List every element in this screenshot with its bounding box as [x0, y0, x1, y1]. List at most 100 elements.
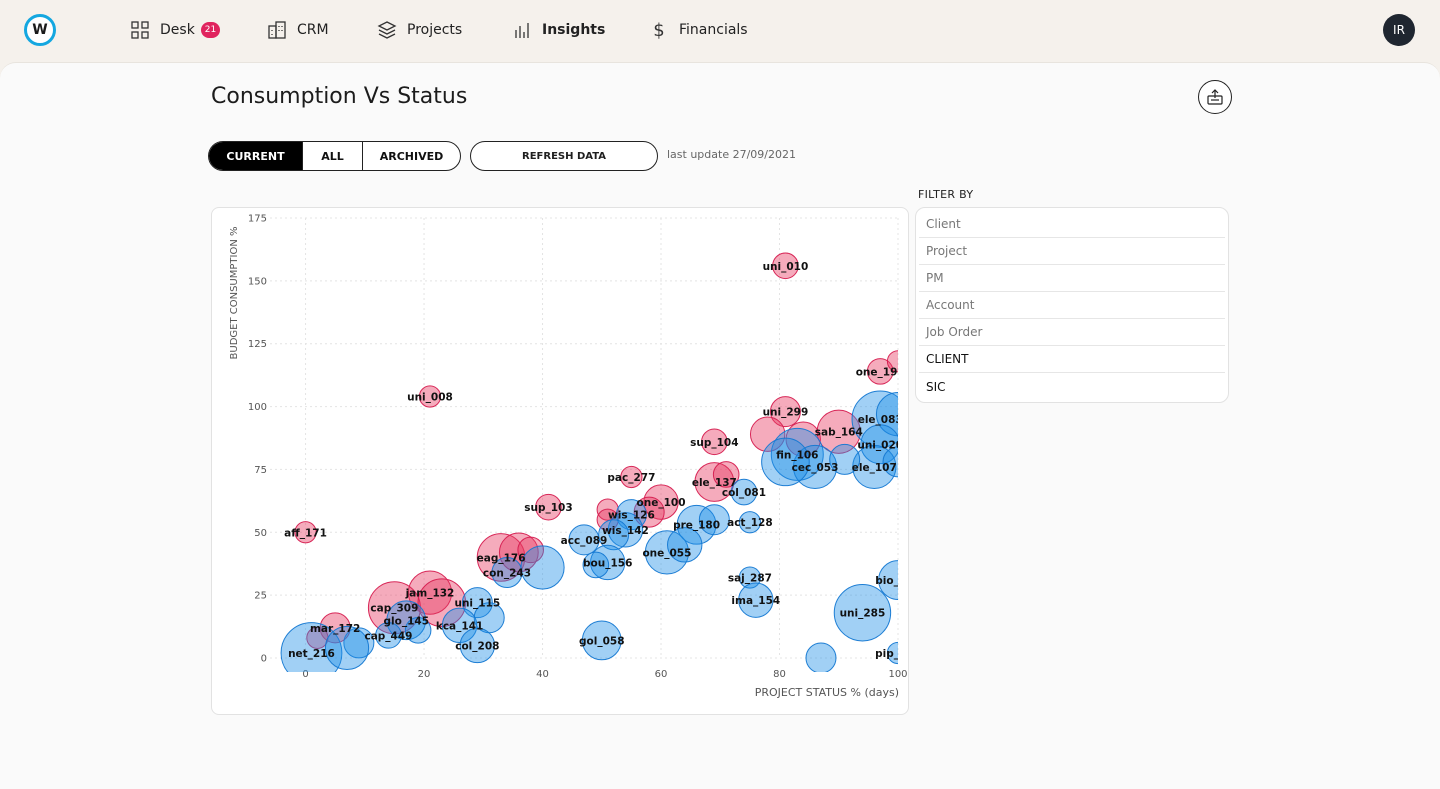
bubble-red-sab_164[interactable]: [816, 409, 861, 454]
bubble-label: acc_089: [561, 535, 608, 547]
bubble-label: pip_416: [875, 648, 909, 660]
nav-label-desk: Desk: [160, 22, 195, 38]
nav-item-desk[interactable]: Desk 21: [130, 18, 221, 42]
filter-client-group[interactable]: CLIENT: [919, 346, 1225, 373]
app-logo[interactable]: W: [24, 14, 56, 46]
bubble-blue-wis_142[interactable]: [607, 512, 644, 548]
bubble-blue-acc_089[interactable]: [568, 524, 600, 556]
bubble-blue[interactable]: [582, 551, 610, 579]
bubble-label: bio_174: [875, 575, 909, 587]
bubble-red-eag_176[interactable]: [476, 533, 526, 582]
bubble-blue-bou_156[interactable]: [589, 544, 626, 581]
y-axis-label: BUDGET CONSUMPTION %: [229, 227, 240, 360]
bubble-label: net_216: [288, 648, 335, 660]
chart-bubble-labels: uni_010 one_199 uni_008 uni_299 sup_104 sab_1…: [284, 261, 909, 660]
bubble-red[interactable]: [633, 496, 665, 528]
bubble-blue[interactable]: [882, 446, 909, 478]
bubble-blue-one_055[interactable]: [644, 530, 690, 575]
bubble-blue-ima_154[interactable]: [738, 582, 774, 618]
top-navigation: W Desk 21 CRM Projects Insights $ Financ…: [0, 0, 1440, 60]
bubble-label: eag_176: [477, 552, 526, 564]
bubble-label: sab_164: [815, 427, 863, 439]
chart-bubbles: [280, 252, 909, 684]
export-icon: [1207, 89, 1223, 105]
bubble-red[interactable]: [886, 350, 908, 373]
bubble-label: sup_104: [690, 437, 738, 449]
bubble-red-uni_299[interactable]: [769, 396, 801, 428]
segment-all[interactable]: ALL: [303, 142, 363, 170]
filter-project[interactable]: Project: [919, 238, 1225, 265]
bubble-red-one_199[interactable]: [866, 358, 894, 385]
bubble-red-uni_008[interactable]: [418, 385, 442, 408]
x-tick-label: 100: [888, 669, 907, 680]
bubble-red-uni_010[interactable]: [772, 252, 799, 280]
x-tick-label: 20: [418, 669, 431, 680]
bubble-blue-cap_449[interactable]: [375, 622, 402, 649]
bubble-blue-uni_285[interactable]: [833, 584, 892, 642]
filter-client[interactable]: Client: [919, 211, 1225, 238]
bubble-blue-pre_180[interactable]: [676, 504, 717, 545]
y-tick-label: 25: [254, 591, 267, 602]
bubble-blue-bio_174[interactable]: [878, 560, 909, 600]
bubble-blue-uni_020[interactable]: [860, 424, 900, 465]
refresh-data-button[interactable]: REFRESH DATA: [470, 141, 658, 171]
bubble-label: cap_449: [364, 630, 412, 642]
bubble-blue[interactable]: [698, 504, 730, 536]
bubble-blue[interactable]: [324, 625, 370, 671]
bubble-blue-act_128[interactable]: [738, 511, 761, 534]
filter-pm[interactable]: PM: [919, 265, 1225, 292]
nav-item-insights[interactable]: Insights: [512, 18, 605, 42]
bubble-red-jam_132[interactable]: [407, 570, 453, 615]
bubble-blue[interactable]: [805, 642, 837, 673]
filter-sic[interactable]: SIC: [926, 379, 946, 394]
x-tick-label: 40: [536, 669, 549, 680]
bubble-blue[interactable]: [404, 617, 432, 644]
scatter-chart[interactable]: 0 25 50 75 100 125 150 175 0 20 40 60 80 100 uni_010o…: [212, 208, 909, 715]
last-update-text: last update 27/09/2021: [667, 148, 796, 161]
bubble-red[interactable]: [712, 461, 740, 488]
nav-item-projects[interactable]: Projects: [377, 18, 462, 42]
bubble-red-ele_137[interactable]: [694, 462, 735, 502]
segment-archived[interactable]: ARCHIVED: [379, 149, 444, 163]
page-title: Consumption Vs Status: [211, 84, 468, 109]
bubble-red-aff_171[interactable]: [294, 521, 317, 544]
bubble-label: ima_154: [731, 595, 780, 607]
bubble-blue-kca_141[interactable]: [441, 607, 478, 644]
bubble-red-pac_277[interactable]: [620, 465, 643, 489]
bubble-blue-con_243[interactable]: [491, 557, 523, 589]
bubble-red[interactable]: [749, 416, 786, 452]
bubble-blue-cec_053[interactable]: [792, 444, 838, 490]
bubble-blue[interactable]: [761, 437, 810, 487]
bubble-blue-ele_107[interactable]: [852, 444, 897, 490]
bubble-blue-col_208[interactable]: [459, 627, 496, 664]
bubble-label: jam_132: [405, 588, 455, 600]
bubble-blue[interactable]: [343, 627, 375, 659]
bubble-blue[interactable]: [829, 443, 861, 475]
nav-item-crm[interactable]: CRM: [267, 18, 329, 42]
segment-current[interactable]: CURRENT: [209, 142, 303, 170]
filter-account[interactable]: Account: [919, 292, 1225, 319]
bubble-blue-col_081[interactable]: [730, 478, 758, 506]
bubble-red[interactable]: [596, 498, 619, 521]
bubble-blue-pip_416[interactable]: [886, 641, 908, 665]
bubble-red-one_100[interactable]: [643, 484, 679, 520]
bubble-red[interactable]: [417, 578, 467, 627]
bubble-red-sup_104[interactable]: [701, 428, 728, 456]
filter-panel: Client Project PM Account Job Order CLIE…: [915, 207, 1229, 403]
user-avatar[interactable]: IR: [1383, 14, 1415, 46]
filter-job-order[interactable]: Job Order: [919, 319, 1225, 346]
bubble-red-sup_103[interactable]: [535, 493, 562, 521]
y-tick-label: 75: [254, 465, 267, 476]
bubble-blue-net_216[interactable]: [280, 622, 343, 684]
nav-label-financials: Financials: [679, 22, 748, 38]
bubble-red[interactable]: [785, 421, 821, 457]
bubble-blue-ele_083[interactable]: [851, 390, 908, 448]
nav-item-financials[interactable]: $ Financials: [649, 18, 748, 42]
export-button[interactable]: [1198, 80, 1232, 114]
bubble-label: uni_299: [763, 407, 809, 419]
bubble-label: sup_103: [524, 502, 572, 514]
bubble-blue[interactable]: [667, 527, 703, 563]
y-tick-label: 125: [248, 339, 267, 350]
nav-label-insights: Insights: [542, 22, 606, 38]
bubble-blue-gol_058[interactable]: [581, 620, 622, 661]
